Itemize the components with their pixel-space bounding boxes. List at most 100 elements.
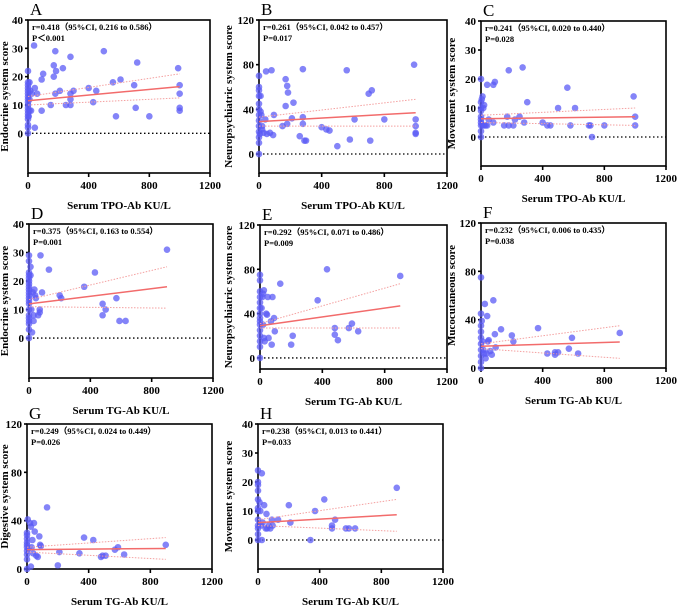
data-point: [346, 136, 354, 143]
data-point: [80, 283, 88, 291]
data-point: [477, 358, 485, 366]
p-value-annotation: P=0.017: [263, 33, 293, 43]
y-tick-label: 20: [242, 477, 254, 489]
y-tick-label: 120: [239, 220, 256, 232]
x-axis-title: Serum TG-Ab KU/L: [71, 596, 168, 607]
y-tick-label: 0: [471, 132, 477, 144]
y-tick-label: 0: [471, 363, 477, 375]
data-point: [510, 338, 517, 345]
x-tick-label: 400: [80, 180, 97, 192]
x-tick-label: 400: [80, 576, 97, 588]
x-tick-label: 800: [142, 576, 159, 588]
data-point: [59, 64, 67, 72]
data-point: [488, 351, 496, 359]
data-point: [100, 47, 108, 55]
data-point: [37, 542, 45, 550]
correlation-annotation: r=0.418（95%CI, 0.216 to 0.586）: [32, 22, 157, 32]
panel-letter: H: [260, 404, 272, 423]
data-point: [554, 104, 562, 112]
y-tick-label: 120: [6, 419, 23, 431]
x-tick-label: 800: [143, 385, 160, 397]
data-point: [314, 297, 321, 304]
x-tick-label: 0: [256, 180, 262, 192]
x-tick-label: 1200: [436, 180, 459, 192]
data-point: [255, 72, 263, 80]
x-tick-label: 400: [313, 180, 330, 192]
x-tick-label: 400: [534, 375, 551, 387]
data-point: [334, 142, 341, 150]
regression-line: [27, 85, 180, 102]
data-point: [37, 252, 44, 259]
data-point: [27, 107, 35, 114]
data-point: [381, 116, 388, 123]
data-point: [410, 61, 418, 68]
correlation-annotation: r=0.238（95%CI, 0.013 to 0.441）: [262, 426, 387, 436]
x-axis-title: Serum TG-Ab KU/L: [305, 396, 402, 408]
data-point: [412, 130, 419, 138]
regression-line: [26, 547, 166, 551]
data-point: [323, 266, 331, 273]
panel-letter: B: [261, 0, 272, 19]
data-point: [24, 67, 32, 75]
data-point: [255, 100, 263, 108]
data-point: [257, 507, 264, 515]
data-point: [76, 549, 83, 557]
data-point: [331, 324, 339, 332]
y-tick-label: 40: [13, 219, 25, 231]
data-point: [47, 101, 55, 109]
data-point: [174, 64, 182, 72]
y-tick-label: 40: [11, 516, 23, 528]
p-value-annotation: P=0.028: [485, 34, 514, 44]
data-point: [162, 541, 170, 549]
data-point: [554, 348, 562, 356]
data-point: [284, 89, 292, 96]
data-point: [36, 533, 43, 540]
y-tick-label: 20: [465, 74, 477, 86]
data-point: [296, 132, 304, 140]
data-point: [485, 336, 493, 344]
correlation-annotation: r=0.249（95%CI, 0.024 to 0.449）: [31, 426, 156, 436]
x-tick-label: 400: [311, 576, 328, 588]
data-point: [38, 107, 45, 114]
regression-line: [259, 305, 401, 327]
y-tick-label: 0: [249, 149, 255, 161]
data-point: [351, 116, 358, 123]
data-point: [351, 525, 359, 532]
y-tick-label: 0: [250, 353, 256, 365]
data-point: [24, 121, 32, 129]
y-tick-label: 20: [13, 276, 25, 288]
data-point: [510, 122, 517, 129]
data-point: [80, 534, 88, 541]
ci-upper-line: [257, 498, 397, 521]
data-point: [146, 113, 153, 120]
panel-letter: G: [29, 404, 41, 423]
data-point: [290, 99, 297, 106]
x-tick-label: 1200: [199, 180, 222, 192]
data-point: [23, 529, 31, 537]
panel-letter: E: [262, 205, 272, 224]
y-tick-label: 30: [12, 43, 24, 55]
y-tick-label: 80: [465, 266, 477, 278]
data-point: [505, 67, 513, 74]
y-axis-title: Movement system score: [446, 38, 458, 150]
y-axis-title: Digestive system score: [0, 444, 11, 548]
data-point: [25, 252, 33, 259]
data-point: [45, 266, 53, 273]
data-point: [25, 257, 33, 265]
data-point: [260, 287, 268, 294]
p-value-annotation: P=0.026: [31, 437, 60, 447]
data-point: [481, 300, 489, 308]
data-point: [574, 350, 582, 357]
data-point: [67, 101, 74, 109]
data-point: [117, 76, 124, 83]
data-point: [92, 87, 100, 95]
data-point: [27, 563, 35, 570]
y-axis-title: Endocrine system score: [0, 41, 11, 152]
y-tick-label: 10: [13, 305, 25, 317]
data-point: [91, 269, 99, 276]
y-tick-label: 30: [242, 448, 254, 460]
data-point: [500, 122, 508, 129]
